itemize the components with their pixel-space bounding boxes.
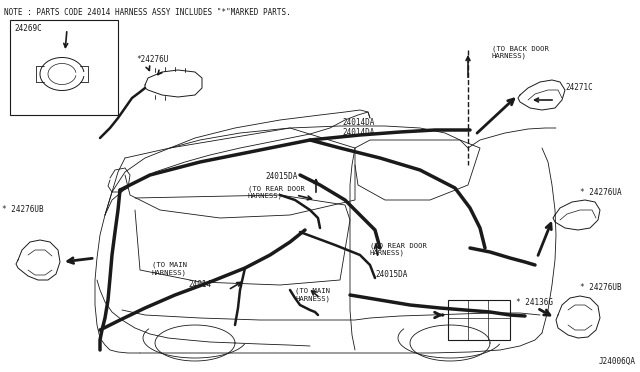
Text: 24014DA: 24014DA [342, 118, 374, 127]
Text: 24271C: 24271C [565, 83, 593, 92]
Text: * 24136G: * 24136G [516, 298, 553, 307]
Text: 24015DA: 24015DA [375, 270, 408, 279]
Text: * 24276UB: * 24276UB [580, 283, 621, 292]
Text: (TO REAR DOOR
HARNESS): (TO REAR DOOR HARNESS) [248, 185, 305, 199]
Text: 24014: 24014 [188, 280, 211, 289]
Text: * 24276UB: * 24276UB [2, 205, 44, 214]
Text: (TO REAR DOOR
HARNESS): (TO REAR DOOR HARNESS) [370, 242, 427, 256]
Text: *24276U: *24276U [136, 55, 168, 64]
Text: 24269C: 24269C [14, 24, 42, 33]
Text: J24006QA: J24006QA [599, 357, 636, 366]
Text: 24014DA: 24014DA [342, 128, 374, 137]
Text: (TO BACK DOOR
HARNESS): (TO BACK DOOR HARNESS) [492, 45, 549, 59]
Text: (TO MAIN
HARNESS): (TO MAIN HARNESS) [295, 288, 330, 302]
Bar [448, 300, 510, 340]
Text: 24015DA: 24015DA [265, 172, 298, 181]
Text: (TO MAIN
HARNESS): (TO MAIN HARNESS) [152, 262, 187, 276]
Text: * 24276UA: * 24276UA [580, 188, 621, 197]
Bar [10, 20, 118, 115]
Text: NOTE : PARTS CODE 24014 HARNESS ASSY INCLUDES "*"MARKED PARTS.: NOTE : PARTS CODE 24014 HARNESS ASSY INC… [4, 8, 291, 17]
